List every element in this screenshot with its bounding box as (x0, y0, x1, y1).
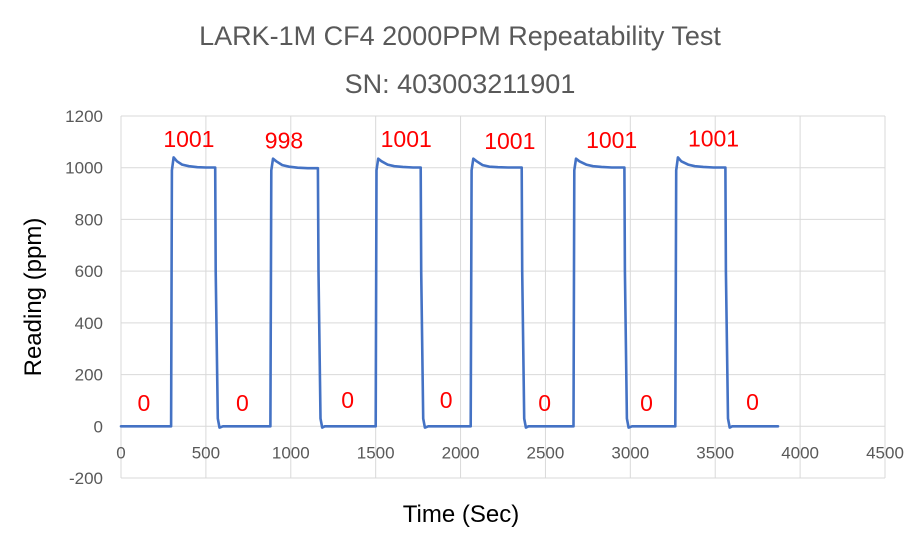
series-line (119, 156, 780, 429)
data-label: 998 (265, 128, 303, 154)
x-tick-label: 4500 (866, 443, 904, 462)
data-label: 0 (640, 390, 653, 416)
x-tick-label: 1000 (272, 443, 310, 462)
data-label: 0 (746, 389, 759, 415)
data-label: 0 (138, 390, 151, 416)
x-tick-label: 0 (116, 443, 125, 462)
data-label: 0 (440, 387, 453, 413)
series-group (119, 156, 780, 429)
y-tick-label: 800 (75, 210, 103, 229)
x-tick-label: 4000 (781, 443, 819, 462)
x-tick-label: 3000 (611, 443, 649, 462)
y-tick-label: -200 (69, 469, 103, 488)
data-label: 1001 (163, 126, 214, 152)
x-axis-ticks: 0 500 1000 1500 2000 2500 3000 3500 4000 4500 (116, 443, 904, 462)
data-label: 1001 (586, 127, 637, 153)
x-tick-label: 3500 (696, 443, 734, 462)
x-tick-label: 1500 (357, 443, 395, 462)
x-tick-label: 500 (192, 443, 220, 462)
data-labels: 1001 998 1001 1001 1001 1001 0 0 0 0 0 0 0 (138, 126, 759, 416)
x-tick-label: 2000 (442, 443, 480, 462)
gridlines (120, 115, 886, 479)
data-label: 1001 (381, 126, 432, 152)
chart-subtitle: SN: 403003211901 (345, 69, 576, 99)
y-tick-label: 1200 (65, 107, 103, 126)
y-tick-label: 0 (94, 417, 103, 436)
y-tick-label: 1000 (65, 159, 103, 178)
x-tick-label: 2500 (527, 443, 565, 462)
y-tick-label: 400 (75, 314, 103, 333)
data-label: 1001 (484, 128, 535, 154)
y-tick-label: 200 (75, 366, 103, 385)
chart-title: LARK-1M CF4 2000PPM Repeatability Test (199, 21, 721, 51)
data-label: 1001 (688, 126, 739, 152)
y-tick-label: 600 (75, 262, 103, 281)
y-axis-title: Reading (ppm) (20, 218, 47, 377)
data-label: 0 (341, 387, 354, 413)
x-axis-title: Time (Sec) (403, 501, 519, 528)
y-axis-ticks: -200 0 200 400 600 800 1000 1200 (65, 107, 103, 488)
data-label: 0 (538, 390, 551, 416)
data-label: 0 (236, 390, 249, 416)
